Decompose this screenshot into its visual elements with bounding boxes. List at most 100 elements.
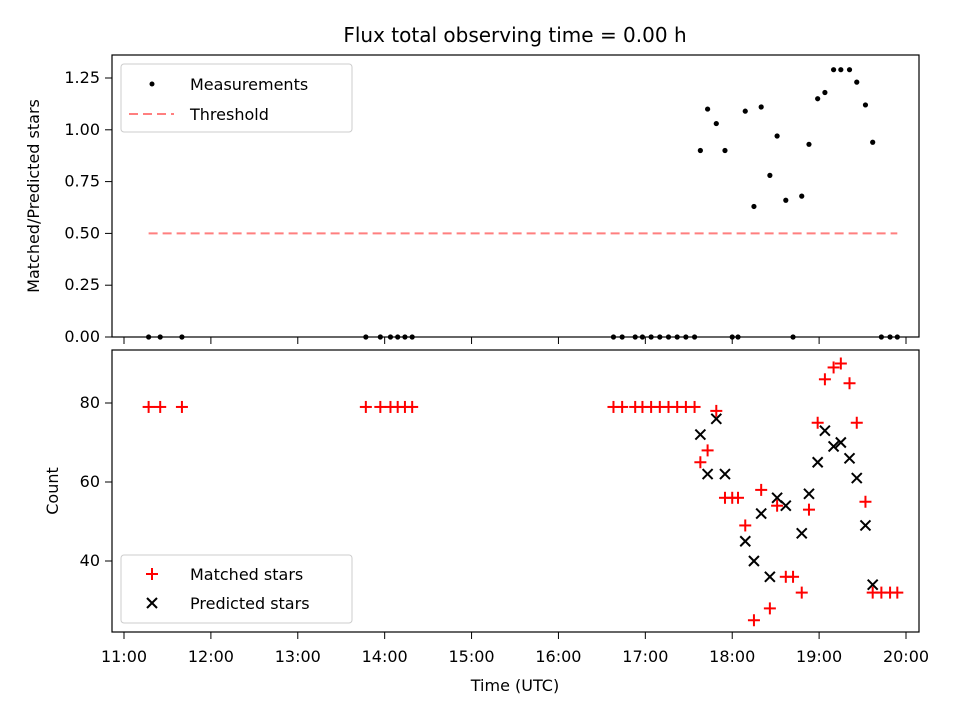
predicted-star-point-b — [811, 456, 824, 468]
top-y-tick-label: 1.00 — [64, 120, 100, 139]
measurement-point — [705, 106, 711, 112]
matched-star-point — [834, 357, 847, 370]
top-axes-frame — [111, 54, 920, 338]
predicted-star-point — [719, 468, 731, 480]
predicted-star-point-b — [780, 499, 792, 512]
matched-star-point — [739, 519, 752, 532]
bottom-x-tick-label: 19:00 — [796, 647, 842, 666]
predicted-star-point-b — [748, 555, 760, 567]
matched-star-point — [732, 491, 745, 504]
measurement-point — [751, 203, 757, 210]
measurement-point — [830, 67, 837, 73]
measurement-point — [846, 67, 853, 73]
predicted-star-point-b — [843, 452, 856, 465]
bottom-x-tick-label: 20:00 — [883, 647, 929, 666]
legend-matched-label: Matched stars — [190, 565, 303, 584]
predicted-star-point-b — [851, 472, 863, 484]
top-y-axis-label: Matched/Predicted stars — [24, 99, 43, 293]
bottom-y-axis-label: Count — [43, 467, 62, 515]
matched-star-point — [747, 614, 760, 627]
matched-star-point — [142, 400, 155, 413]
predicted-star-point — [859, 519, 872, 532]
legend-matched-marker — [146, 568, 158, 580]
matched-star-point — [616, 400, 629, 413]
predicted-star-point-b — [835, 436, 847, 449]
matched-star-point — [710, 404, 723, 417]
bottom-axes-frame — [111, 349, 920, 633]
bottom-x-tick-label: 16:00 — [535, 647, 581, 666]
measurement-point — [722, 147, 728, 154]
bottom-legend: Matched stars Predicted stars — [120, 554, 353, 624]
predicted-star-point-b — [803, 488, 815, 500]
top-y-tick-label: 0.75 — [64, 172, 100, 191]
matched-star-point — [891, 586, 904, 599]
matched-star-point — [763, 602, 776, 615]
matched-star-point — [859, 495, 872, 508]
bottom-panel: 40 60 80 11:00 12:00 13:00 14:00 15:00 16:00 17:… — [43, 349, 929, 695]
matched-stars-points — [142, 357, 904, 627]
predicted-star-point — [811, 456, 824, 468]
measurement-point — [799, 193, 805, 199]
predicted-star-point-b — [694, 428, 707, 441]
measurement-point — [713, 120, 719, 127]
measurement-point — [767, 172, 773, 178]
legend-predicted-label: Predicted stars — [190, 594, 310, 613]
x-axis-label: Time (UTC) — [470, 676, 559, 695]
measurement-point — [854, 79, 860, 85]
measurement-point — [870, 139, 876, 145]
predicted-star-point-b — [764, 571, 776, 583]
bottom-y-tick-label: 40 — [80, 551, 100, 570]
predicted-star-point — [739, 535, 751, 547]
matched-star-point — [787, 570, 800, 583]
predicted-star-point — [694, 428, 707, 441]
predicted-star-point-b — [859, 519, 872, 532]
predicted-star-point — [803, 488, 815, 500]
measurement-point — [838, 67, 844, 73]
predicted-star-point-b — [719, 468, 731, 480]
bottom-legend-box — [120, 554, 353, 624]
measurement-point — [815, 96, 821, 102]
predicted-star-point — [835, 436, 847, 449]
legend-threshold-label: Threshold — [189, 105, 269, 124]
matched-star-point — [827, 361, 840, 374]
measurement-point — [742, 108, 748, 114]
legend-measurements-label: Measurements — [190, 75, 308, 94]
predicted-star-point — [819, 424, 831, 437]
matched-star-point — [154, 400, 167, 413]
predicted-star-point — [827, 440, 840, 453]
predicted-star-point — [755, 507, 767, 520]
bottom-y-tick-label: 60 — [80, 472, 100, 491]
bottom-y-tick-label: 80 — [80, 393, 100, 412]
measurement-point — [783, 197, 789, 203]
matched-star-point — [818, 373, 831, 386]
bottom-x-tick-label: 18:00 — [709, 647, 755, 666]
bottom-x-tick-label: 12:00 — [188, 647, 234, 666]
predicted-star-point-b — [771, 492, 783, 504]
predicted-star-point-b — [755, 507, 767, 520]
predicted-star-point — [843, 452, 856, 465]
measurement-point — [697, 147, 703, 154]
top-legend: Measurements Threshold — [120, 63, 353, 133]
predicted-star-point — [796, 527, 808, 540]
top-y-tick-label: 1.25 — [64, 68, 100, 87]
matched-star-point — [694, 456, 707, 469]
matched-star-point — [374, 400, 387, 413]
measurement-point — [862, 102, 869, 108]
matched-star-point — [843, 377, 856, 390]
predicted-star-point — [710, 413, 722, 425]
bottom-x-tick-label: 11:00 — [101, 647, 147, 666]
bottom-x-tick-label: 13:00 — [275, 647, 321, 666]
bottom-x-tick-label: 14:00 — [362, 647, 408, 666]
predicted-star-point-b — [701, 468, 714, 480]
legend-measurements-marker — [149, 81, 155, 87]
measurement-point — [758, 104, 764, 110]
predicted-star-point-b — [739, 535, 751, 547]
legend-predicted-marker — [146, 597, 158, 609]
measurement-point — [822, 89, 828, 96]
predicted-star-point — [851, 472, 863, 484]
matched-star-point — [795, 586, 808, 599]
predicted-star-point-b — [827, 440, 840, 453]
top-y-ticks: 0.00 0.25 0.50 0.75 1.00 1.25 — [64, 68, 112, 346]
predicted-star-point — [748, 555, 760, 567]
bottom-x-ticks: 11:00 12:00 13:00 14:00 15:00 16:00 17:00 18:00… — [101, 632, 929, 666]
